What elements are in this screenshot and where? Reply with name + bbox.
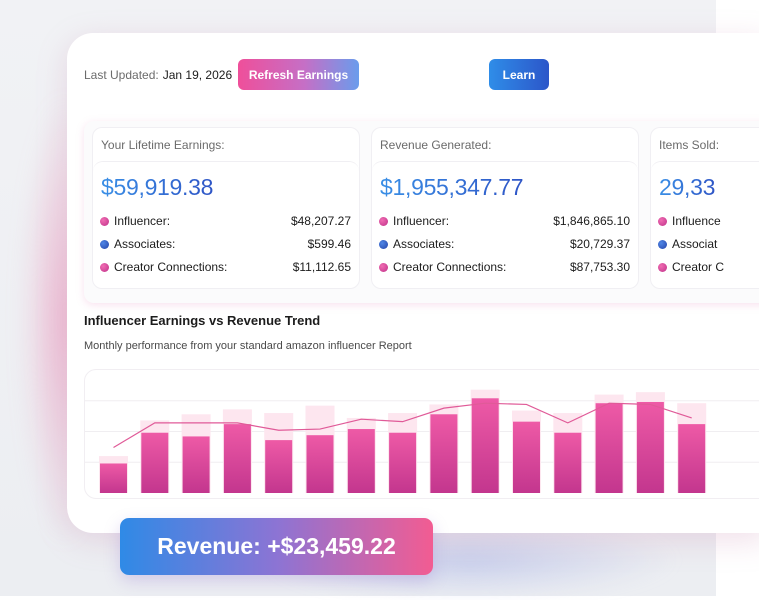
earnings-bar	[678, 424, 706, 493]
trend-chart	[84, 369, 759, 499]
pink-dot-icon	[100, 262, 109, 272]
breakdown-label: Creator C	[672, 260, 725, 274]
chart-subtitle: Monthly performance from your standard a…	[84, 340, 412, 352]
breakdown-amount: $20,729.37	[569, 237, 630, 251]
blue-dot-icon	[100, 239, 109, 249]
stat-title: Revenue Generated:	[380, 138, 492, 152]
earnings-bar	[306, 435, 334, 493]
breakdown-label: Influencer:	[393, 214, 450, 228]
stat-card-items-sold: Items Sold: 29,33 Influence Associat Cre…	[650, 127, 759, 289]
breakdown-label: Creator Connections:	[393, 260, 507, 274]
breakdown-row: Creator Connections: $11,112.65	[100, 258, 351, 276]
earnings-card: Last Updated: Jan 19, 2026 Refresh Earni…	[67, 33, 759, 533]
breakdown-row: Creator C	[658, 258, 759, 276]
earnings-bar	[182, 436, 210, 493]
earnings-bar	[636, 401, 664, 493]
earnings-bar	[141, 432, 169, 493]
earnings-bar	[430, 414, 458, 493]
earnings-bar	[389, 432, 417, 493]
pink-dot-icon	[100, 216, 109, 226]
stat-value: 29,33	[659, 174, 716, 200]
breakdown-row: Creator Connections: $87,753.30	[379, 258, 630, 276]
learn-button[interactable]: Learn	[489, 59, 549, 90]
breakdown-row: Influencer: $1,846,865.10	[379, 212, 630, 230]
breakdown-amount: $87,753.30	[569, 260, 630, 274]
earnings-bar	[513, 421, 540, 493]
chart-title: Influencer Earnings vs Revenue Trend	[84, 313, 321, 328]
breakdown-amount: $11,112.65	[292, 260, 351, 274]
stat-title: Items Sold:	[659, 138, 720, 152]
trend-chart-svg	[85, 389, 759, 493]
last-updated: Last Updated: Jan 19, 2026	[84, 60, 232, 90]
earnings-bar	[347, 429, 375, 493]
revenue-trend-line	[113, 402, 692, 449]
stat-card-revenue-generated: Revenue Generated: $1,955,347.77 Influen…	[371, 127, 639, 289]
breakdown-label: Associates:	[393, 237, 455, 251]
breakdown-row: Associat	[658, 235, 759, 253]
stat-card-lifetime-earnings: Your Lifetime Earnings: $59,919.38 Influ…	[92, 127, 360, 289]
blue-dot-icon	[658, 239, 667, 249]
breakdown-row: Associates: $599.46	[100, 235, 351, 253]
pink-dot-icon	[379, 262, 388, 272]
stat-value: $59,919.38	[101, 174, 214, 200]
stat-title: Your Lifetime Earnings:	[101, 138, 225, 152]
breakdown-label: Associat	[672, 237, 718, 251]
revenue-badge-text: Revenue: +$23,459.22	[157, 533, 396, 559]
earnings-bar	[595, 403, 623, 493]
breakdown-amount: $48,207.27	[290, 214, 351, 228]
stat-value: $1,955,347.77	[380, 174, 524, 200]
last-updated-label: Last Updated:	[84, 68, 159, 82]
last-updated-date: Jan 19, 2026	[162, 68, 233, 82]
earnings-bar	[554, 432, 582, 493]
earnings-bar	[471, 398, 499, 493]
earnings-bar	[223, 424, 251, 493]
breakdown-row: Influence	[658, 212, 759, 230]
breakdown-label: Influence	[672, 214, 721, 228]
revenue-badge: Revenue: +$23,459.22	[120, 518, 433, 575]
earnings-bar	[100, 463, 127, 493]
refresh-earnings-button[interactable]: Refresh Earnings	[238, 59, 359, 90]
breakdown-label: Associates:	[114, 237, 176, 251]
breakdown-row: Influencer: $48,207.27	[100, 212, 351, 230]
pink-dot-icon	[658, 262, 667, 272]
breakdown-label: Creator Connections:	[114, 260, 228, 274]
breakdown-amount: $599.46	[307, 237, 351, 251]
breakdown-label: Influencer:	[114, 214, 171, 228]
earnings-bar	[265, 440, 293, 493]
stats-row: Your Lifetime Earnings: $59,919.38 Influ…	[84, 121, 759, 303]
breakdown-amount: $1,846,865.10	[553, 214, 630, 228]
breakdown-row: Associates: $20,729.37	[379, 235, 630, 253]
pink-dot-icon	[379, 216, 388, 226]
pink-dot-icon	[658, 216, 667, 226]
blue-dot-icon	[379, 239, 388, 249]
